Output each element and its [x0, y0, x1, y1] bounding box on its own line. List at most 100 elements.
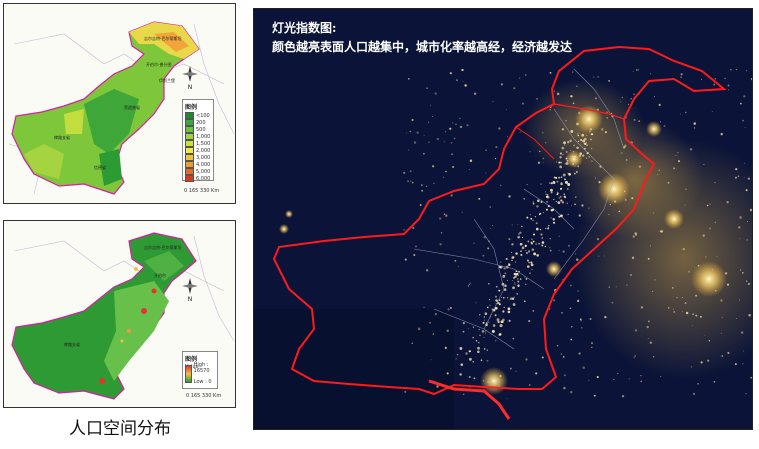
- city-light: [634, 232, 637, 235]
- city-light: [606, 117, 609, 119]
- legend-value-label: Value: [185, 364, 199, 370]
- city-light: [444, 346, 447, 350]
- city-light: [489, 206, 491, 208]
- city-light: [628, 378, 630, 380]
- city-light: [486, 359, 489, 362]
- city-light: [468, 357, 472, 361]
- city-light: [724, 77, 726, 80]
- city-light: [559, 195, 562, 198]
- city-light: [501, 296, 503, 298]
- city-light: [507, 310, 511, 314]
- city-light: [748, 314, 751, 317]
- city-light: [445, 170, 447, 173]
- city-light: [734, 176, 737, 179]
- city-light: [498, 127, 501, 130]
- city-light: [604, 315, 607, 319]
- city-light: [673, 167, 676, 170]
- city-light: [487, 247, 490, 250]
- city-light: [747, 177, 751, 180]
- city-light: [461, 211, 463, 213]
- city-light: [569, 284, 572, 287]
- city-light: [632, 235, 635, 238]
- svg-text:俾路支省: 俾路支省: [64, 341, 80, 347]
- city-light: [466, 124, 469, 127]
- city-light: [406, 132, 407, 134]
- city-light: [620, 101, 622, 103]
- city-light: [410, 180, 412, 182]
- city-light: [750, 77, 752, 81]
- city-light: [649, 341, 653, 344]
- city-light: [562, 355, 565, 358]
- city-light: [408, 78, 410, 80]
- city-light: [584, 143, 587, 145]
- city-light: [561, 201, 565, 204]
- city-light: [570, 326, 573, 328]
- city-light: [682, 311, 683, 313]
- city-light: [556, 161, 558, 163]
- city-light: [413, 254, 416, 257]
- legend-swatch: [185, 168, 194, 175]
- city-light: [647, 257, 650, 260]
- city-light: [663, 124, 666, 128]
- city-light: [462, 330, 465, 333]
- city-light: [714, 221, 717, 224]
- night-lights-map-panel: 灯光指数图: 颜色越亮表面人口越集中，城市化率越高经，经济越发达: [253, 8, 753, 430]
- city-light: [519, 77, 521, 79]
- city-light: [637, 69, 639, 71]
- city-light: [452, 122, 454, 124]
- city-light: [565, 150, 568, 154]
- city-light: [541, 356, 544, 359]
- city-light: [685, 311, 689, 315]
- city-light: [491, 308, 494, 311]
- city-light: [629, 273, 633, 277]
- legend-label: 1,000: [196, 133, 211, 140]
- legend-swatch: [185, 161, 194, 168]
- city-light: [498, 289, 501, 292]
- city-light: [591, 147, 593, 150]
- city-light: [713, 381, 716, 383]
- city-light: [742, 350, 744, 352]
- city-light: [582, 139, 586, 143]
- city-light: [511, 224, 513, 226]
- elevation-legend: 图例 <100 200 500 1,000 1,500 2,000 3,000 4,000 5,…: [182, 99, 214, 182]
- city-light: [691, 366, 693, 368]
- legend-label: 200: [196, 119, 206, 126]
- city-light: [473, 242, 475, 244]
- city-light: [521, 102, 525, 105]
- city-light: [411, 181, 414, 184]
- city-light: [477, 346, 480, 350]
- city-light: [456, 353, 459, 356]
- city-light: [560, 181, 562, 184]
- city-light: [564, 180, 568, 184]
- city-light: [578, 352, 581, 355]
- city-light: [559, 156, 562, 159]
- city-light: [593, 76, 595, 78]
- city-light: [494, 306, 498, 310]
- city-light: [508, 319, 511, 322]
- city-light: [626, 284, 628, 286]
- city-light: [535, 227, 539, 231]
- city-light: [556, 344, 559, 347]
- city-light: [577, 290, 579, 292]
- city-light: [745, 189, 748, 192]
- city-light: [489, 304, 491, 306]
- city-light: [586, 134, 588, 137]
- city-light: [577, 299, 580, 303]
- city-light: [742, 363, 744, 365]
- north-label: N: [187, 296, 193, 303]
- city-light: [529, 151, 531, 153]
- city-light: [603, 255, 605, 257]
- bright-city-glow: [646, 121, 662, 137]
- city-light: [630, 97, 632, 100]
- city-light: [604, 131, 607, 134]
- city-light: [494, 314, 497, 317]
- city-light: [576, 146, 579, 150]
- city-light: [556, 92, 560, 96]
- city-light: [570, 130, 574, 133]
- city-light: [574, 203, 576, 206]
- city-light: [675, 155, 677, 156]
- city-light: [741, 271, 744, 274]
- city-light: [747, 283, 750, 285]
- svg-text:俾路支省: 俾路支省: [54, 134, 70, 140]
- city-light: [617, 373, 619, 375]
